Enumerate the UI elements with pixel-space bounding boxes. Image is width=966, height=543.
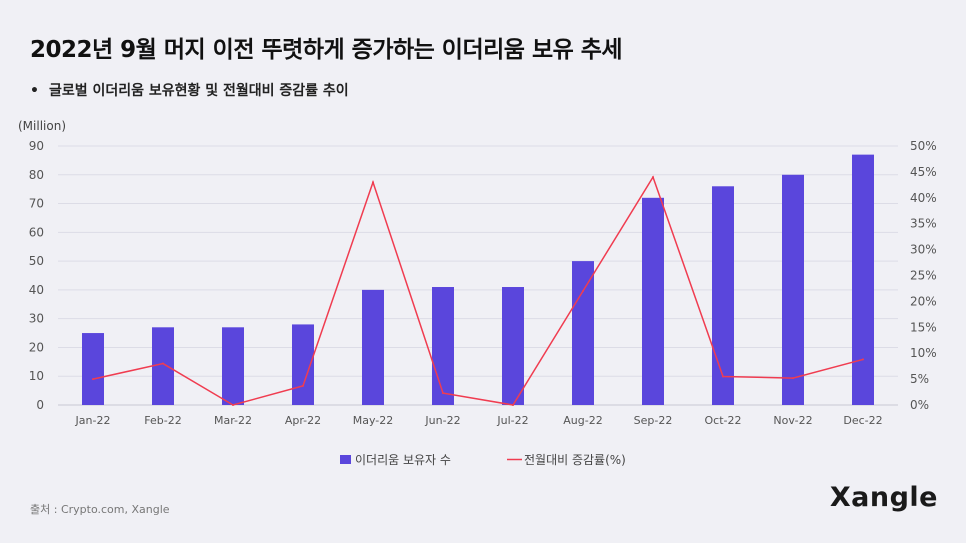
legend: 이더리움 보유자 수 전월대비 증감률(%)	[340, 453, 626, 467]
line-point	[302, 384, 304, 387]
legend-bar-label: 이더리움 보유자 수	[355, 453, 451, 467]
right-tick-label: 20%	[910, 294, 937, 308]
legend-bar-swatch	[340, 455, 351, 464]
bar	[782, 174, 804, 405]
line-point	[862, 358, 864, 361]
line-point	[162, 362, 164, 365]
bar	[502, 287, 524, 405]
left-tick-label: 40	[29, 283, 44, 297]
right-tick-label: 5%	[910, 372, 929, 386]
right-tick-label: 10%	[910, 346, 937, 360]
right-tick-label: 30%	[910, 243, 937, 257]
gridlines	[58, 145, 898, 406]
subtitle-text: 글로벌 이더리움 보유현황 및 전월대비 증감률 추이	[48, 83, 349, 99]
left-tick-label: 20	[29, 340, 44, 354]
x-tick-label: Nov-22	[773, 414, 812, 427]
source-note: 출처 : Crypto.com, Xangle	[30, 503, 170, 516]
line-point	[232, 404, 234, 406]
right-tick-label: 25%	[910, 269, 937, 283]
x-tick-label: May-22	[353, 414, 394, 427]
xangle-logo: Xangle	[829, 482, 938, 513]
right-tick-label: 15%	[910, 320, 937, 334]
right-tick-label: 35%	[910, 217, 937, 231]
left-tick-label: 60	[29, 225, 44, 239]
line-point	[792, 377, 794, 380]
left-tick-label: 0	[36, 398, 44, 412]
line-series	[92, 175, 864, 406]
bar	[852, 154, 874, 405]
growth-rate-line	[92, 175, 864, 406]
left-axis: 0 10 20 30 40 50 60 70 80 90	[29, 139, 44, 412]
left-tick-label: 70	[29, 197, 44, 211]
right-tick-label: 50%	[910, 139, 937, 153]
x-tick-label: Feb-22	[144, 414, 181, 427]
bar	[712, 186, 734, 405]
bar	[642, 197, 664, 405]
bar	[432, 287, 454, 405]
line-point	[722, 375, 724, 378]
x-tick-label: Mar-22	[214, 414, 252, 427]
left-axis-unit: (Million)	[18, 119, 66, 133]
left-tick-label: 90	[29, 139, 44, 153]
left-tick-label: 80	[29, 168, 44, 182]
right-axis: 0% 5% 10% 15% 20% 25% 30% 35% 40% 45% 50%	[910, 139, 937, 412]
bar	[82, 333, 104, 405]
x-tick-label: Apr-22	[285, 414, 321, 427]
line-point	[652, 176, 654, 179]
x-tick-label: Oct-22	[705, 414, 742, 427]
left-tick-label: 50	[29, 254, 44, 268]
line-point	[582, 290, 584, 293]
bar	[152, 327, 174, 405]
bar	[572, 261, 594, 405]
bar-series	[82, 154, 874, 405]
x-tick-label: Jun-22	[424, 414, 460, 427]
x-tick-label: Jul-22	[496, 414, 528, 427]
subtitle-bullet: •	[30, 83, 39, 99]
chart-title: 2022년 9월 머지 이전 뚜렷하게 증가하는 이더리움 보유 추세	[30, 37, 623, 63]
right-tick-label: 45%	[910, 165, 937, 179]
left-tick-label: 30	[29, 312, 44, 326]
bar	[292, 324, 314, 405]
chart-subtitle: • 글로벌 이더리움 보유현황 및 전월대비 증감률 추이	[30, 80, 349, 100]
right-tick-label: 40%	[910, 191, 937, 205]
line-point	[372, 181, 374, 184]
x-tick-label: Jan-22	[75, 414, 111, 427]
bar	[362, 289, 384, 405]
x-tick-label: Aug-22	[563, 414, 602, 427]
line-point	[92, 378, 94, 381]
x-tick-label: Sep-22	[634, 414, 673, 427]
left-tick-label: 10	[29, 369, 44, 383]
x-axis: Jan-22 Feb-22 Mar-22 Apr-22 May-22 Jun-22 Jul-…	[75, 414, 883, 427]
x-tick-label: Dec-22	[843, 414, 882, 427]
legend-line-label: 전월대비 증감률(%)	[524, 453, 626, 467]
line-point	[442, 392, 444, 395]
bar	[222, 327, 244, 405]
right-tick-label: 0%	[910, 398, 929, 412]
line-point	[512, 404, 514, 406]
